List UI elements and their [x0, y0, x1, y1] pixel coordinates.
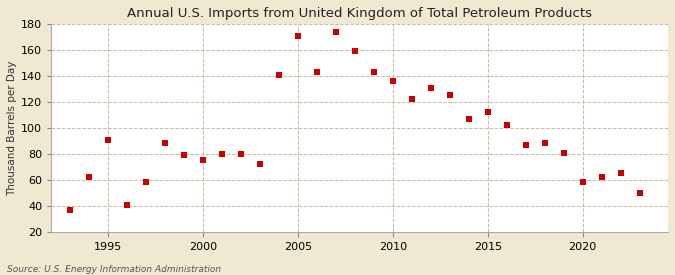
Point — [425, 85, 436, 90]
Point — [179, 153, 190, 157]
Point — [406, 97, 417, 101]
Point — [84, 175, 95, 180]
Point — [198, 158, 209, 163]
Point — [312, 70, 323, 74]
Point — [463, 117, 474, 121]
Point — [520, 142, 531, 147]
Point — [254, 162, 265, 166]
Point — [444, 93, 455, 98]
Point — [558, 150, 569, 155]
Y-axis label: Thousand Barrels per Day: Thousand Barrels per Day — [7, 60, 17, 196]
Point — [103, 137, 113, 142]
Point — [369, 70, 379, 74]
Point — [634, 191, 645, 195]
Point — [539, 141, 550, 146]
Point — [273, 72, 284, 77]
Point — [236, 152, 246, 156]
Point — [483, 110, 493, 114]
Point — [331, 29, 342, 34]
Point — [615, 171, 626, 175]
Title: Annual U.S. Imports from United Kingdom of Total Petroleum Products: Annual U.S. Imports from United Kingdom … — [127, 7, 592, 20]
Point — [350, 49, 360, 53]
Point — [122, 202, 132, 207]
Point — [65, 208, 76, 212]
Point — [160, 141, 171, 146]
Point — [387, 79, 398, 83]
Point — [217, 152, 227, 156]
Point — [292, 33, 303, 38]
Point — [596, 175, 607, 180]
Text: Source: U.S. Energy Information Administration: Source: U.S. Energy Information Administ… — [7, 265, 221, 274]
Point — [141, 180, 152, 185]
Point — [502, 123, 512, 127]
Point — [577, 180, 588, 185]
